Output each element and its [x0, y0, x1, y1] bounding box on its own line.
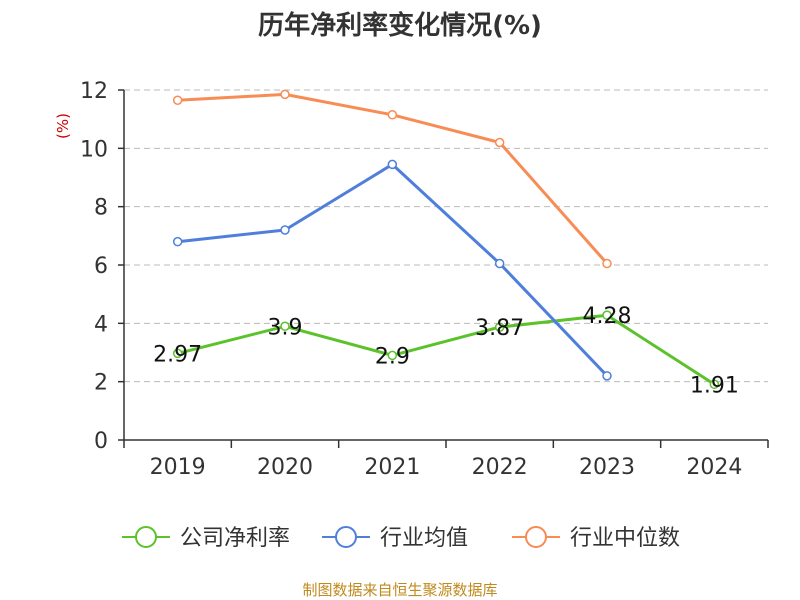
- grid: [124, 89, 768, 383]
- data-label: 3.87: [475, 316, 524, 341]
- y-tick-label: 2: [94, 371, 108, 396]
- data-label: 3.9: [268, 315, 303, 340]
- series-2-point: [494, 137, 505, 148]
- y-tick-label: 6: [94, 254, 108, 279]
- legend-marker-0: [135, 526, 157, 548]
- series-0-point: [172, 348, 183, 359]
- y-tick-label: 8: [94, 196, 108, 221]
- series-1-point: [602, 371, 612, 381]
- data-label: 2.97: [153, 342, 202, 367]
- y-tick-label: 0: [94, 429, 108, 454]
- x-tick-label-2023: 2023: [579, 455, 635, 480]
- series-1-point: [172, 236, 183, 247]
- series-2-point: [602, 258, 612, 269]
- y-tick-label: 12: [80, 79, 108, 104]
- series-line-2: [177, 92, 609, 265]
- x-tick-label-2019: 2019: [150, 455, 206, 480]
- series-0-point: [602, 310, 612, 320]
- series-1-point: [494, 258, 505, 269]
- data-label: 1.91: [690, 373, 739, 398]
- legend-marker-2: [525, 526, 547, 548]
- legend-marker-1: [335, 526, 357, 548]
- data-label: 2.9: [375, 344, 410, 369]
- data-label: 4.28: [583, 304, 632, 329]
- x-tick-label-2021: 2021: [364, 455, 420, 480]
- legend-label-2: 行业中位数: [570, 526, 680, 551]
- axes: 0 2 4 6 8 10 12 2019 2020 2021 2022 2023 2024: [80, 79, 769, 480]
- series-2-point: [280, 89, 290, 100]
- series: [172, 89, 720, 390]
- x-tick-label-2022: 2022: [472, 455, 528, 480]
- x-tick-label-2024: 2024: [686, 455, 742, 480]
- series-line-0: [177, 313, 716, 386]
- y-axis-label: (%): [54, 113, 72, 139]
- series-1-point: [280, 225, 290, 235]
- series-2-point: [387, 110, 398, 120]
- data-labels: 2.97 3.9 2.9 3.87 4.28 1.91: [153, 304, 739, 398]
- legend-label-0: 公司净利率: [180, 526, 290, 551]
- series-0-point: [280, 321, 290, 331]
- legend-label-1: 行业均值: [380, 526, 468, 551]
- series-2-point: [172, 95, 183, 105]
- series-0-point: [709, 379, 720, 390]
- y-tick-label: 4: [94, 312, 108, 337]
- source-note: 制图数据来自恒生聚源数据库: [302, 581, 497, 599]
- series-0-point: [387, 350, 398, 361]
- y-tick-label: 10: [80, 137, 108, 162]
- chart-title: 历年净利率变化情况(%): [258, 10, 542, 41]
- series-0-point: [494, 322, 505, 332]
- x-tick-label-2020: 2020: [257, 455, 313, 480]
- series-1-point: [387, 159, 398, 170]
- legend: 公司净利率 行业均值 行业中位数: [122, 526, 680, 551]
